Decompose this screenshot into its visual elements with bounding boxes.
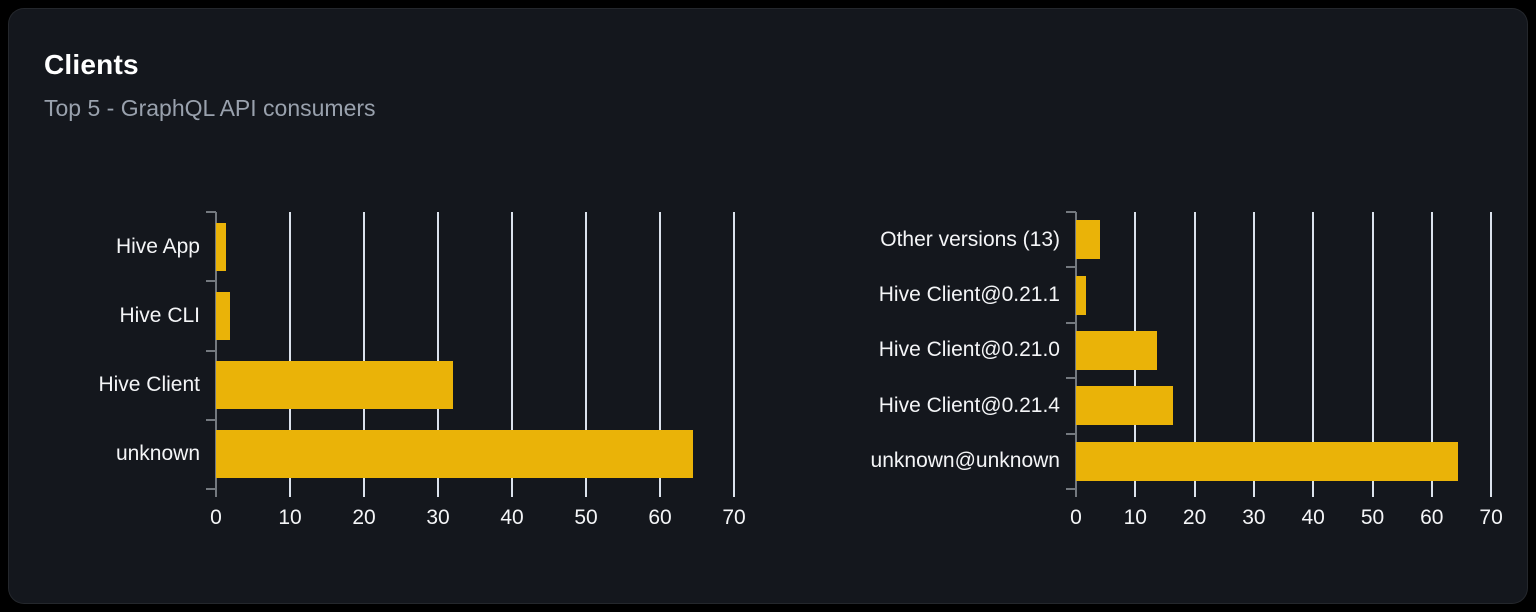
category-label: Other versions (13): [880, 227, 1060, 251]
y-axis-tick: [1066, 488, 1076, 490]
x-axis-tick-label: 70: [722, 506, 746, 529]
x-axis-tick-label: 10: [1123, 506, 1147, 529]
clients-by-version-chart: Other versions (13) Hive Client@0.21.1 Hiv…: [9, 211, 1527, 542]
x-axis-tick-label: 40: [500, 506, 524, 529]
y-axis-category-labels: Other versions (13) Hive Client@0.21.1 Hiv…: [789, 212, 1060, 489]
y-axis-tick: [206, 488, 216, 490]
y-axis-category-labels: Hive App Hive CLI Hive Client unknown: [39, 212, 200, 489]
y-axis-tick: [1066, 266, 1076, 268]
gridline: [1193, 212, 1196, 497]
bar[interactable]: [216, 291, 231, 340]
x-axis-tick-label: 30: [426, 506, 450, 529]
x-axis-tick-label: 50: [574, 506, 598, 529]
bar[interactable]: [216, 430, 694, 479]
gridline: [289, 212, 291, 497]
card-subtitle: Top 5 - GraphQL API consumers: [44, 95, 376, 121]
y-axis-tick: [206, 211, 216, 213]
category-label: Hive App: [115, 234, 200, 258]
category-label: Hive Client: [98, 373, 200, 397]
y-axis-tick: [206, 350, 216, 352]
bar[interactable]: [216, 361, 453, 410]
card-title: Clients: [44, 49, 139, 80]
category-label: unknown: [115, 442, 200, 466]
x-axis-tick-label: 70: [1479, 506, 1503, 529]
x-axis-tick-label: 60: [648, 506, 672, 529]
x-axis-tick-label: 10: [278, 506, 302, 529]
bar[interactable]: [1076, 441, 1459, 481]
gridline: [363, 212, 365, 497]
y-axis-tick: [1066, 211, 1076, 213]
x-axis-tick-label: 20: [1182, 506, 1207, 529]
y-axis-tick: [1066, 322, 1076, 324]
category-label: Hive Client@0.21.0: [878, 338, 1060, 362]
gridline: [437, 212, 439, 497]
clients-card: Clients Top 5 - GraphQL API consumers Hi…: [8, 8, 1528, 604]
x-axis-tick-label: 20: [352, 506, 376, 529]
category-label: Hive Client@0.21.1: [878, 283, 1060, 307]
category-label: Hive CLI: [119, 303, 200, 327]
gridline: [511, 212, 513, 497]
gridline: [1430, 212, 1433, 497]
x-axis-tick-label: 50: [1360, 506, 1385, 529]
y-axis-tick: [206, 280, 216, 282]
category-label: unknown@unknown: [870, 449, 1060, 473]
gridline: [1490, 212, 1493, 497]
bar[interactable]: [1076, 275, 1087, 315]
x-axis-tick-label: 30: [1242, 506, 1266, 529]
clients-by-name-chart: Hive App Hive CLI Hive Client unknown 0 10 20…: [9, 211, 1527, 542]
x-axis-tick-label: 60: [1420, 506, 1444, 529]
bar[interactable]: [1076, 220, 1100, 260]
gridline: [1312, 212, 1315, 497]
x-axis-tick-label: 0: [210, 506, 222, 529]
bar[interactable]: [216, 222, 226, 271]
gridline: [659, 212, 661, 497]
y-axis-tick: [206, 419, 216, 421]
plot-area: 0 10 20 30 40 50 60 70: [206, 211, 746, 529]
category-label: Hive Client@0.21.4: [878, 393, 1060, 417]
x-axis-tick-label: 0: [1070, 506, 1082, 529]
plot-area: 0 10 20 30 40 50 60 70: [1066, 211, 1503, 529]
gridline: [1252, 212, 1255, 497]
y-axis-line: [215, 212, 217, 497]
bar[interactable]: [1076, 386, 1174, 426]
gridline: [585, 212, 587, 497]
y-axis-tick: [1066, 377, 1076, 379]
x-axis-tick-label: 40: [1301, 506, 1325, 529]
y-axis-tick: [1066, 433, 1076, 435]
gridline: [733, 212, 735, 497]
bar[interactable]: [1076, 331, 1158, 370]
gridline: [1371, 212, 1374, 497]
